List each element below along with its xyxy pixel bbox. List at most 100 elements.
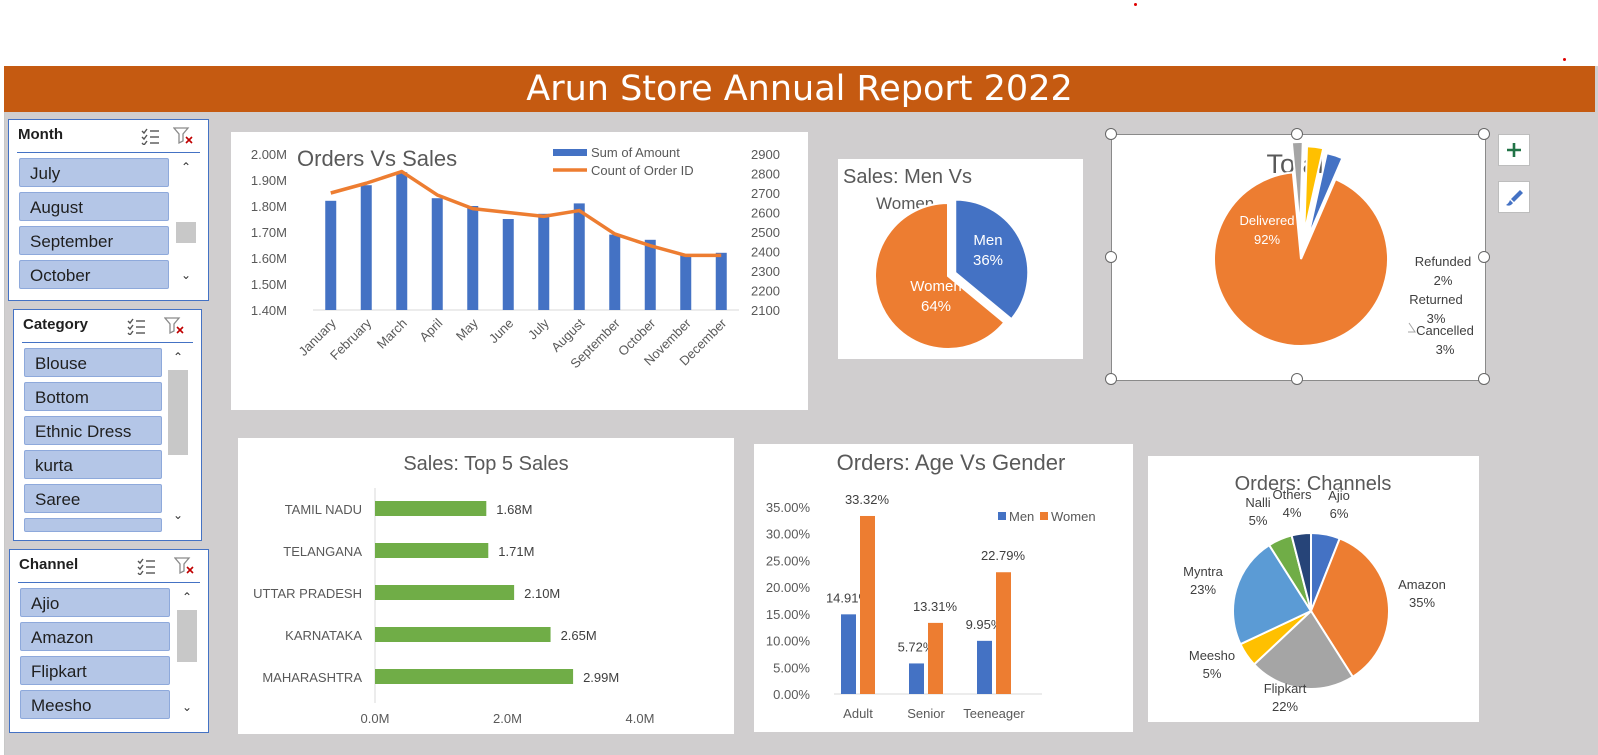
resize-handle[interactable] bbox=[1478, 373, 1490, 385]
resize-handle[interactable] bbox=[1105, 373, 1117, 385]
data-label: 2.10M bbox=[524, 586, 560, 601]
chart-title: Sales: Men Vs bbox=[843, 166, 972, 188]
resize-handle[interactable] bbox=[1478, 128, 1490, 140]
y-tick-label: 5.00% bbox=[773, 660, 810, 675]
slicer-item[interactable]: Flipkart bbox=[20, 656, 170, 685]
selection-marker bbox=[1563, 58, 1566, 61]
slicer-item-partial[interactable] bbox=[24, 518, 162, 532]
bar bbox=[375, 585, 515, 600]
y2-tick-label: 2300 bbox=[751, 264, 780, 279]
slicer-item[interactable]: Meesho bbox=[20, 690, 170, 719]
slice-label: 22% bbox=[1272, 699, 1298, 714]
y-tick-label: 1.90M bbox=[251, 173, 287, 188]
slicer-item[interactable]: Amazon bbox=[20, 622, 170, 651]
scrollbar-thumb[interactable] bbox=[176, 222, 196, 243]
y2-tick-label: 2200 bbox=[751, 284, 780, 299]
pie-slice bbox=[874, 201, 1006, 350]
x-tick-label: 2.0M bbox=[493, 711, 522, 726]
slice-label: Myntra bbox=[1183, 564, 1224, 579]
report-title: Arun Store Annual Report 2022 bbox=[4, 66, 1595, 112]
y2-tick-label: 2700 bbox=[751, 186, 780, 201]
chevron-up-icon[interactable]: ⌃ bbox=[181, 590, 193, 604]
header-divider bbox=[22, 342, 193, 343]
orders-channels-chart[interactable]: Orders: Channels Ajio 6% Amazon 35% Flipkart 2… bbox=[1148, 456, 1479, 722]
resize-handle[interactable] bbox=[1105, 251, 1117, 263]
data-label: 14.91% bbox=[826, 590, 871, 605]
multi-select-icon[interactable] bbox=[140, 127, 160, 145]
data-label: 13.31% bbox=[913, 599, 958, 614]
slice-label: 4% bbox=[1283, 505, 1302, 520]
slicer-item[interactable]: Ajio bbox=[20, 588, 170, 617]
slicer-item[interactable]: Saree bbox=[24, 484, 162, 513]
total-status-chart[interactable]: TotalDelivered92%Refunded2%Returned3%Can… bbox=[1111, 134, 1486, 381]
resize-handle[interactable] bbox=[1291, 128, 1303, 140]
clear-filter-icon[interactable] bbox=[174, 557, 196, 575]
slicer-item[interactable]: Blouse bbox=[24, 348, 162, 377]
slicer-header: Month bbox=[18, 126, 63, 143]
bar bbox=[909, 663, 924, 694]
scrollbar-thumb[interactable] bbox=[168, 370, 188, 455]
channel-slicer[interactable]: Channel Ajio Amazon Flipkart Meesho ⌃ ⌄ bbox=[9, 549, 209, 733]
slicer-item[interactable]: Bottom bbox=[24, 382, 162, 411]
y-tick-label: MAHARASHTRA bbox=[262, 670, 362, 685]
sales-top5-chart[interactable]: Sales: Top 5 Sales TAMIL NADU 1.68M TELANGA… bbox=[238, 438, 734, 734]
slice-label: Ajio bbox=[1328, 488, 1350, 503]
slice-label: Amazon bbox=[1398, 577, 1446, 592]
slice-label: Delivered bbox=[1240, 213, 1295, 228]
chart-title: Sales: Top 5 Sales bbox=[403, 453, 568, 475]
y-tick-label: 1.60M bbox=[251, 251, 287, 266]
slice-label: 64% bbox=[921, 298, 951, 315]
resize-handle[interactable] bbox=[1291, 373, 1303, 385]
y2-tick-label: 2100 bbox=[751, 303, 780, 318]
slicer-item[interactable]: Ethnic Dress bbox=[24, 416, 162, 445]
y2-tick-label: 2600 bbox=[751, 206, 780, 221]
bar bbox=[609, 234, 621, 310]
chevron-up-icon[interactable]: ⌃ bbox=[172, 350, 184, 364]
multi-select-icon[interactable] bbox=[126, 317, 146, 335]
chevron-up-icon[interactable]: ⌃ bbox=[180, 160, 192, 174]
data-label: 5.72% bbox=[898, 639, 935, 654]
clear-filter-icon[interactable] bbox=[173, 127, 195, 145]
leader-line bbox=[1408, 322, 1416, 333]
slicer-item[interactable]: July bbox=[19, 158, 169, 187]
slicer-item[interactable]: August bbox=[19, 192, 169, 221]
chevron-down-icon[interactable]: ⌄ bbox=[180, 268, 192, 282]
chevron-down-icon[interactable]: ⌄ bbox=[181, 700, 193, 714]
pie-slice bbox=[1213, 171, 1389, 347]
slicer-item[interactable]: October bbox=[19, 260, 169, 289]
bar bbox=[375, 669, 574, 684]
bar bbox=[573, 203, 585, 310]
category-slicer[interactable]: Category Blouse Bottom Ethnic Dress kurt… bbox=[13, 309, 202, 541]
x-tick-label: Adult bbox=[843, 706, 873, 721]
month-slicer[interactable]: Month July August September October ⌃ ⌄ bbox=[8, 119, 209, 301]
slicer-item[interactable]: kurta bbox=[24, 450, 162, 479]
resize-handle[interactable] bbox=[1478, 251, 1490, 263]
resize-handle[interactable] bbox=[1105, 128, 1117, 140]
slice-label: 35% bbox=[1409, 595, 1435, 610]
y2-tick-label: 2800 bbox=[751, 167, 780, 182]
bar bbox=[396, 172, 408, 310]
orders-vs-sales-chart[interactable]: Orders Vs Sales 2.00M 1.90M 1.80M 1.70M 1.60M… bbox=[231, 132, 808, 410]
chart-title: Orders Vs Sales bbox=[297, 146, 457, 171]
scrollbar-thumb[interactable] bbox=[177, 610, 197, 662]
y-tick-label: TAMIL NADU bbox=[285, 502, 362, 517]
slice-label: Nalli bbox=[1245, 495, 1270, 510]
y-tick-label: 15.00% bbox=[766, 607, 811, 622]
legend-swatch bbox=[1040, 512, 1048, 520]
bar bbox=[360, 185, 372, 310]
chevron-down-icon[interactable]: ⌄ bbox=[172, 508, 184, 522]
x-tick-label: March bbox=[374, 316, 410, 352]
bar bbox=[538, 213, 550, 310]
orders-age-vs-gender-chart[interactable]: Orders: Age Vs Gender 35.00% 30.00% 25.00% 2… bbox=[754, 444, 1133, 732]
legend-label: Count of Order ID bbox=[591, 163, 694, 178]
slice-label: Flipkart bbox=[1264, 681, 1307, 696]
chart-elements-button[interactable] bbox=[1498, 134, 1530, 166]
chart-styles-button[interactable] bbox=[1498, 181, 1530, 213]
y-tick-label: KARNATAKA bbox=[285, 628, 362, 643]
slice-label: Others bbox=[1272, 487, 1312, 502]
clear-filter-icon[interactable] bbox=[164, 317, 186, 335]
slicer-item[interactable]: September bbox=[19, 226, 169, 255]
sales-men-vs-women-chart[interactable]: Sales: Men Vs Women Men 36% Women 64% bbox=[838, 159, 1083, 359]
slice-label: 5% bbox=[1249, 513, 1268, 528]
multi-select-icon[interactable] bbox=[136, 557, 156, 575]
